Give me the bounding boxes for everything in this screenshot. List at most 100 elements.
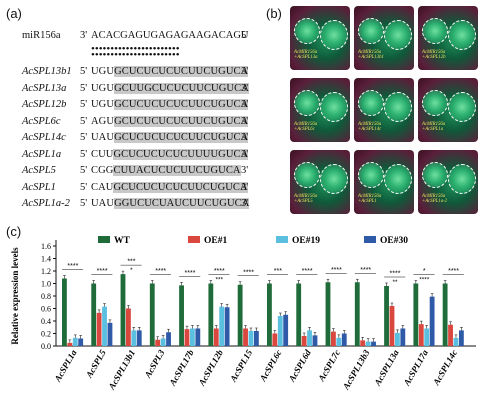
bar [365, 341, 371, 346]
bar [237, 284, 243, 346]
prime-3: 3' [241, 132, 249, 143]
leaf-label: AcMIR156a +AcSPL13a [294, 50, 318, 60]
bar [360, 340, 366, 346]
gene-name: AcSPL13b1 [22, 66, 72, 77]
bar [67, 342, 73, 346]
prime-5: 5' [80, 198, 88, 209]
sub-significance-label: *** [215, 277, 223, 284]
infiltration-spot [384, 164, 412, 194]
infiltration-spot [422, 162, 448, 188]
leaf-image: AcMIR156a +AcSPL14c [354, 78, 414, 142]
category-label: AcSPL17b [167, 348, 196, 389]
gene-name: AcSPL12b [22, 99, 67, 110]
infiltration-spot [320, 20, 348, 50]
prime-3: 3' [241, 99, 249, 110]
leaf-label: AcMIR156a +AcSPL12b [422, 50, 446, 60]
y-axis-label: Relative expression levels [10, 247, 20, 345]
bar [208, 283, 214, 346]
bar [166, 332, 171, 346]
legend-swatch [364, 236, 376, 243]
category-label: AcSPL15 [228, 348, 255, 385]
bar [354, 282, 360, 346]
prime-5: 5' [80, 181, 88, 193]
prime-3: 3' [241, 165, 249, 176]
panel-c-label: (c) [6, 224, 22, 239]
bar [120, 274, 126, 346]
infiltration-spot [294, 18, 320, 44]
significance-label: *** [127, 259, 135, 266]
prime-3: 3' [241, 181, 249, 193]
bar [341, 333, 347, 346]
mirna-3prime: 3' [80, 30, 88, 41]
gene-name: AcSPL6c [22, 115, 61, 127]
target-sequence: UAUGCUCUCUCUCUUCUGUCA [91, 132, 249, 143]
bar [336, 337, 342, 346]
gene-name: AcSPL5 [22, 165, 56, 176]
leaf-image: AcMIR156a +AcSPL1 [354, 150, 414, 214]
significance-label: **** [448, 268, 459, 275]
bar [312, 335, 318, 346]
infiltration-spot [448, 92, 476, 122]
category-label: AcSPL13a [372, 348, 401, 389]
bar [330, 331, 336, 346]
legend-label: WT [114, 236, 131, 246]
significance-label: **** [67, 263, 78, 270]
significance-label: **** [155, 268, 166, 275]
prime-5: 5' [80, 115, 88, 127]
bar [267, 283, 272, 346]
bar [131, 330, 137, 346]
significance-label: *** [274, 268, 282, 275]
category-label: AcSPL6d [286, 348, 313, 385]
prime-3: 3' [241, 148, 249, 160]
bar [184, 329, 190, 346]
bar [429, 296, 435, 346]
category-label: AcSPL7c [316, 348, 342, 384]
bar [301, 336, 307, 346]
leaf-image: AcMIR156a +AcSPL13b1 [354, 6, 414, 70]
mirna-5prime: 5' [241, 30, 249, 41]
y-tick-label: 0.0 [41, 342, 51, 351]
infiltration-spot [358, 18, 384, 44]
bar [179, 285, 184, 346]
legend-label: OE#30 [380, 236, 408, 246]
category-label: AcSPL6c [257, 348, 283, 384]
prime-5: 5' [80, 132, 88, 143]
infiltration-spot [448, 164, 476, 194]
infiltration-spot [422, 90, 448, 116]
infiltration-spot [294, 90, 320, 116]
bar [389, 306, 395, 346]
significance-label: **** [214, 268, 225, 275]
y-tick-label: 1.6 [41, 242, 51, 251]
bar [219, 306, 225, 346]
bar [91, 283, 97, 346]
panel-a-label: (a) [6, 6, 22, 21]
category-label: AcSPL1a [52, 348, 79, 385]
mirna-sequence: ACACGAGUGAGAGAAGACAGU [91, 30, 249, 41]
bar [458, 330, 464, 346]
gene-name: AcSPL14c [22, 132, 66, 143]
prime-5: 5' [80, 148, 88, 160]
leaf-label: AcMIR156a +AcSPL13b1 [358, 50, 384, 60]
leaf-image: AcMIR156a +AcSPL6c [290, 78, 350, 142]
infiltration-spot [320, 92, 348, 122]
bar [96, 312, 102, 346]
bar [213, 328, 219, 346]
significance-label: **** [302, 268, 313, 275]
infiltration-spot [422, 18, 448, 44]
legend-label: OE#19 [292, 236, 320, 246]
prime-3: 3' [241, 66, 249, 77]
target-sequence: CGGCUUACUCUCUUCUGUCA [91, 165, 241, 176]
gene-name: AcSPL1 [22, 181, 56, 193]
category-label: AcSPL17a [401, 348, 430, 389]
leaf-label: AcMIR156a +AcSPL1 [358, 194, 382, 204]
leaf-image: AcMIR156a +AcSPL13a [290, 6, 350, 70]
leaf-label: AcMIR156a +AcSPL6c [294, 122, 318, 132]
bar [125, 308, 131, 346]
infiltration-spot [384, 20, 412, 50]
bar [296, 283, 302, 346]
target-sequence: CAUGCUCUCUCUCUUCUGUCA [91, 181, 248, 193]
bar [107, 322, 113, 346]
legend-swatch [188, 236, 200, 243]
bar [136, 330, 142, 346]
bar [155, 339, 161, 346]
